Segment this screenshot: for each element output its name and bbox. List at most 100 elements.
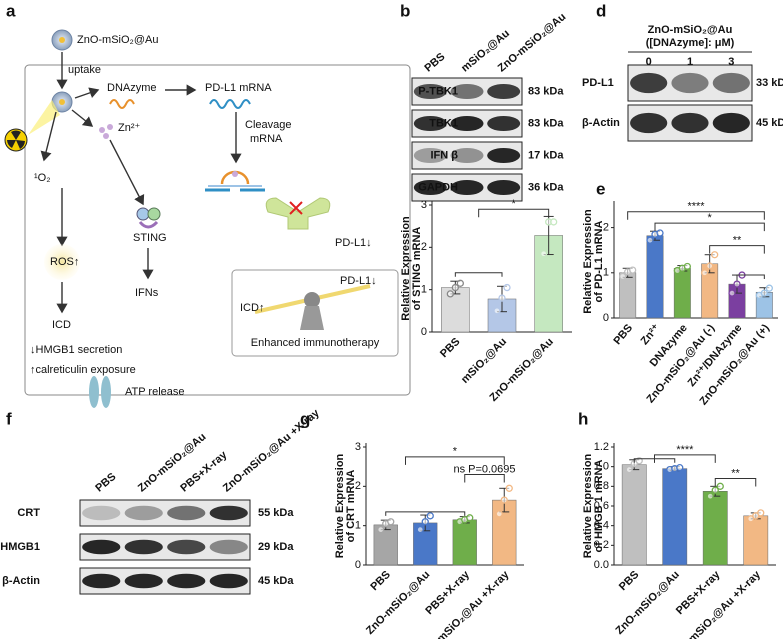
lane-label: ZnO-mSiO₂@Au: [136, 431, 209, 495]
significance-label: *: [708, 212, 713, 224]
data-point: [701, 269, 709, 277]
data-point: [498, 294, 506, 302]
data-point: [503, 283, 511, 292]
band: [712, 112, 750, 134]
y-tick-label: 0.2: [594, 539, 609, 551]
group-bracket: [736, 274, 765, 280]
data-point: [676, 463, 684, 472]
data-point: [656, 229, 664, 237]
band: [487, 115, 521, 132]
y-axis-label: Relative Expression: [400, 216, 412, 321]
protein-label: HMGB1: [0, 541, 40, 553]
size-label: 29 kDa: [258, 541, 294, 553]
significance-label: **: [731, 467, 740, 479]
significance-label: *: [453, 446, 458, 458]
x-tick-label: PBS: [438, 336, 462, 360]
protein-label: β-Actin: [582, 117, 620, 129]
group-bracket: [454, 272, 503, 277]
data-point: [500, 496, 508, 504]
sting-icon: [136, 207, 150, 221]
zinc-ion: [103, 133, 109, 139]
band: [413, 83, 447, 100]
data-point: [711, 486, 719, 494]
panel-label: b: [400, 1, 410, 20]
significance-bracket: [627, 211, 765, 220]
y-tick-label: 0.4: [594, 520, 609, 532]
protein-label: IFN β: [431, 149, 459, 161]
label: Zn²⁺: [118, 122, 141, 134]
data-point: [451, 283, 459, 292]
data-point: [733, 280, 741, 288]
mrna-icon: [209, 99, 251, 109]
data-point: [716, 482, 724, 490]
data-point: [757, 509, 765, 517]
y-axis-label: Relative Expression: [334, 453, 346, 558]
arrow: [109, 139, 145, 206]
significance-bracket: [405, 456, 505, 465]
x-ray-beam: [28, 100, 60, 135]
bar: [621, 464, 647, 566]
x-tick-label: PBS: [617, 569, 641, 593]
data-point: [456, 279, 464, 287]
diagram: ZnO-mSiO₂@Au uptake DNAzyme PD-L1 mRNA Z…: [4, 29, 411, 408]
size-label: 45 kDa: [258, 575, 294, 587]
band: [671, 112, 709, 134]
label: ZnO-mSiO₂@Au: [77, 34, 158, 46]
y-axis-label: of PD-L1 mRNA: [593, 221, 605, 303]
data-point: [706, 262, 714, 270]
size-label: 17 kDa: [528, 149, 564, 161]
data-point: [550, 218, 558, 226]
bar: [702, 491, 728, 566]
radiation-symbol: [7, 130, 25, 149]
data-point: [765, 284, 773, 292]
y-tick-label: 2: [355, 480, 361, 492]
block-mark: [289, 201, 303, 215]
zinc-ion: [232, 171, 238, 177]
blot-header: ZnO-mSiO₂@Au: [648, 24, 733, 36]
panel-label: a: [6, 1, 16, 20]
band: [124, 539, 163, 555]
data-point: [493, 307, 501, 315]
sting-icon: [138, 220, 159, 229]
label: ICD: [52, 319, 71, 331]
lane-label: ZnO-mSiO₂@Au +X-ray: [221, 407, 323, 495]
gold-core: [59, 99, 65, 105]
label: ROS↑: [50, 256, 79, 268]
significance-bracket: [464, 474, 505, 483]
band: [671, 72, 709, 94]
zinc-ion: [99, 127, 105, 133]
band: [487, 147, 521, 164]
data-point: [646, 236, 654, 244]
y-tick-label: 1: [603, 267, 609, 279]
significance-label: ****: [676, 444, 694, 456]
inset-label: ICD↑: [240, 302, 264, 314]
seesaw-pivot: [304, 292, 320, 308]
band: [82, 573, 121, 589]
band: [413, 115, 447, 132]
y-axis-label: of STING mRNA: [411, 227, 423, 311]
x-tick-label: PBS: [368, 569, 392, 593]
label: PD-L1↓: [335, 237, 372, 249]
panel-label: g: [300, 409, 310, 428]
zinc-ion: [107, 124, 113, 130]
band: [712, 72, 750, 94]
sting-icon: [147, 207, 161, 221]
protein-label: PD-L1: [582, 77, 614, 89]
y-tick-label: 1: [421, 284, 427, 296]
arrow: [74, 87, 100, 99]
data-point: [711, 251, 719, 259]
data-point: [706, 492, 714, 500]
y-tick-label: 0: [603, 312, 609, 324]
y-tick-label: 2: [421, 241, 427, 253]
band: [450, 83, 484, 100]
y-axis-label: of HMGB 1 mRNA: [593, 460, 605, 553]
lane-label: ZnO-mSiO₂@Au: [496, 11, 569, 75]
label: IFNs: [135, 287, 159, 299]
y-tick-label: 3: [355, 441, 361, 453]
data-point: [619, 272, 627, 281]
data-point: [728, 289, 736, 297]
band: [124, 573, 163, 589]
label: uptake: [68, 64, 101, 76]
